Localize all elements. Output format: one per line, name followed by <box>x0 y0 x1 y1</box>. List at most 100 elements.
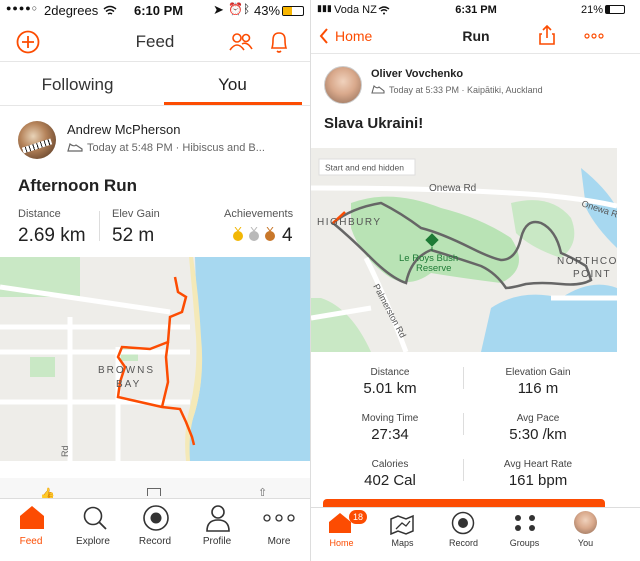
chevron-left-icon <box>319 28 328 44</box>
route-map[interactable]: BROWNS BAY Rd <box>0 257 310 461</box>
signal-icon: ▮▮▮ <box>317 3 332 13</box>
more-icon <box>263 514 295 522</box>
stat-moving-time-value: 27:34 <box>371 426 409 443</box>
map-label-onewa-rd: Onewa Rd <box>429 183 476 194</box>
nav-more-label: More <box>267 536 291 547</box>
status-bar: ▮▮▮ Voda NZ 6:31 PM 21% <box>311 0 640 20</box>
avatar[interactable] <box>324 66 362 104</box>
nav-profile[interactable]: Profile <box>186 499 248 561</box>
activity-meta: Today at 5:48 PM · Hibiscus and B... <box>87 142 265 154</box>
left-phone-screen: ●●●●○ 2degrees 6:10 PM ➤ ⏰ ᛒ 43% Feed Fo… <box>0 0 310 561</box>
page-title: Run <box>462 28 490 44</box>
map-label-northcote: NORTHCO <box>557 256 617 267</box>
nav-feed-label: Feed <box>19 536 43 547</box>
nav-record-label: Record <box>448 538 478 548</box>
stat-moving-time-label: Moving Time <box>361 413 419 424</box>
groups-icon <box>515 515 535 531</box>
stat-elevation-value: 116 m <box>517 380 559 397</box>
wifi-icon <box>103 5 117 15</box>
nav-feed[interactable]: Feed <box>0 499 62 561</box>
comment-icon[interactable] <box>147 488 161 496</box>
right-phone-screen: ▮▮▮ Voda NZ 6:31 PM 21% Home Run Oliver … <box>310 0 640 561</box>
nav-maps-label: Maps <box>391 538 414 548</box>
back-label: Home <box>335 28 373 44</box>
location-arrow-icon: ➤ <box>213 2 224 17</box>
battery-percent: 43% <box>254 3 281 18</box>
battery-percent: 21% <box>581 4 604 16</box>
carrier-label: 2degrees <box>44 3 99 18</box>
battery-icon <box>282 6 304 16</box>
map-label-browns: BROWNS <box>98 365 155 376</box>
more-icon[interactable] <box>584 33 604 39</box>
activity-card[interactable]: Andrew McPherson Today at 5:48 PM · Hibi… <box>0 107 310 477</box>
medal-icons <box>233 227 275 241</box>
activity-meta: Today at 5:33 PM · Kaipātiki, Auckland <box>389 85 543 95</box>
stat-pace-value: 5:30 /km <box>509 426 567 443</box>
avatar[interactable] <box>18 121 56 159</box>
stats-grid: Distance 5.01 km Elevation Gain 116 m Mo… <box>311 353 617 499</box>
athlete-name[interactable]: Andrew McPherson <box>67 122 181 137</box>
add-icon[interactable] <box>16 30 40 54</box>
nav-record[interactable]: Record <box>433 508 494 561</box>
nav-maps[interactable]: Maps <box>372 508 433 561</box>
nav-you-label: You <box>577 538 594 548</box>
bottom-nav: 18 Home Maps Record Groups You <box>311 507 640 561</box>
tab-following[interactable]: Following <box>41 75 114 94</box>
stat-heart-rate-label: Avg Heart Rate <box>503 459 573 470</box>
stat-achievements-value: 4 <box>282 225 293 246</box>
feed-header: Feed <box>0 22 310 62</box>
stat-elev-value: 52 m <box>112 225 155 246</box>
activity-header: Home Run <box>311 20 640 54</box>
cta-button[interactable] <box>323 499 605 507</box>
signal-icon: ●●●●○ <box>6 3 39 13</box>
home-icon <box>329 513 351 533</box>
map-label-highbury: HIGHBURY <box>317 217 382 228</box>
stat-elevation-label: Elevation Gain <box>505 367 571 378</box>
share-icon[interactable] <box>539 25 555 45</box>
share-icon[interactable]: ⇧ <box>258 487 268 499</box>
stat-distance-value: 2.69 km <box>18 225 86 246</box>
tab-you[interactable]: You <box>218 75 247 94</box>
stat-distance-label: Distance <box>370 367 410 378</box>
nav-groups[interactable]: Groups <box>494 508 555 561</box>
carrier-label: Voda NZ <box>334 4 377 16</box>
shoe-icon <box>67 142 83 152</box>
feed-tabs: Following You <box>0 63 310 106</box>
activity-title[interactable]: Afternoon Run <box>18 176 137 195</box>
notification-badge: 18 <box>349 510 367 524</box>
stat-heart-rate-value: 161 bpm <box>508 472 568 489</box>
active-tab-indicator <box>164 102 302 105</box>
nav-explore-label: Explore <box>76 536 110 547</box>
stat-achievements-label: Achievements <box>224 208 294 220</box>
nav-you[interactable]: You <box>555 508 616 561</box>
person-icon <box>206 505 230 532</box>
battery-icon <box>605 5 625 14</box>
map-label-reserve-1: Le Roys Bush <box>399 253 458 264</box>
bell-icon[interactable] <box>268 29 290 55</box>
page-title: Feed <box>135 32 175 51</box>
map-label-point: POINT <box>573 269 611 280</box>
stat-divider <box>463 413 464 435</box>
nav-record-label: Record <box>138 536 172 547</box>
nav-groups-label: Groups <box>509 538 540 548</box>
athlete-name[interactable]: Oliver Vovchenko <box>371 68 464 80</box>
avatar <box>574 511 597 534</box>
status-time: 6:31 PM <box>455 4 497 16</box>
stat-distance-value: 5.01 km <box>363 380 417 397</box>
bluetooth-icon: ᛒ <box>243 2 251 16</box>
map-label-bay: BAY <box>116 379 141 390</box>
alarm-icon: ⏰ <box>228 2 243 16</box>
route-map[interactable]: Start and end hidden Onewa Rd Onewa R HI… <box>311 148 617 352</box>
nav-record[interactable]: Record <box>124 499 186 561</box>
social-action-bar: 👍 ⇧ <box>0 478 310 501</box>
record-icon <box>143 505 169 531</box>
map-label-reserve-2: Reserve <box>416 263 451 274</box>
kudos-icon[interactable]: 👍 <box>40 487 55 501</box>
stat-elev-label: Elev Gain <box>112 208 160 220</box>
activity-title[interactable]: Slava Ukraini! <box>324 115 424 132</box>
nav-home[interactable]: 18 Home <box>311 508 372 561</box>
nav-home-label: Home <box>329 538 354 548</box>
nav-more[interactable]: More <box>248 499 310 561</box>
people-icon[interactable] <box>228 31 254 53</box>
nav-explore[interactable]: Explore <box>62 499 124 561</box>
